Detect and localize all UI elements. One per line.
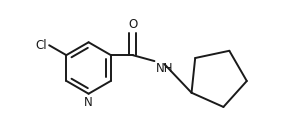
Text: NH: NH	[155, 62, 173, 75]
Text: N: N	[84, 96, 93, 109]
Text: O: O	[128, 18, 137, 31]
Text: Cl: Cl	[36, 39, 47, 52]
